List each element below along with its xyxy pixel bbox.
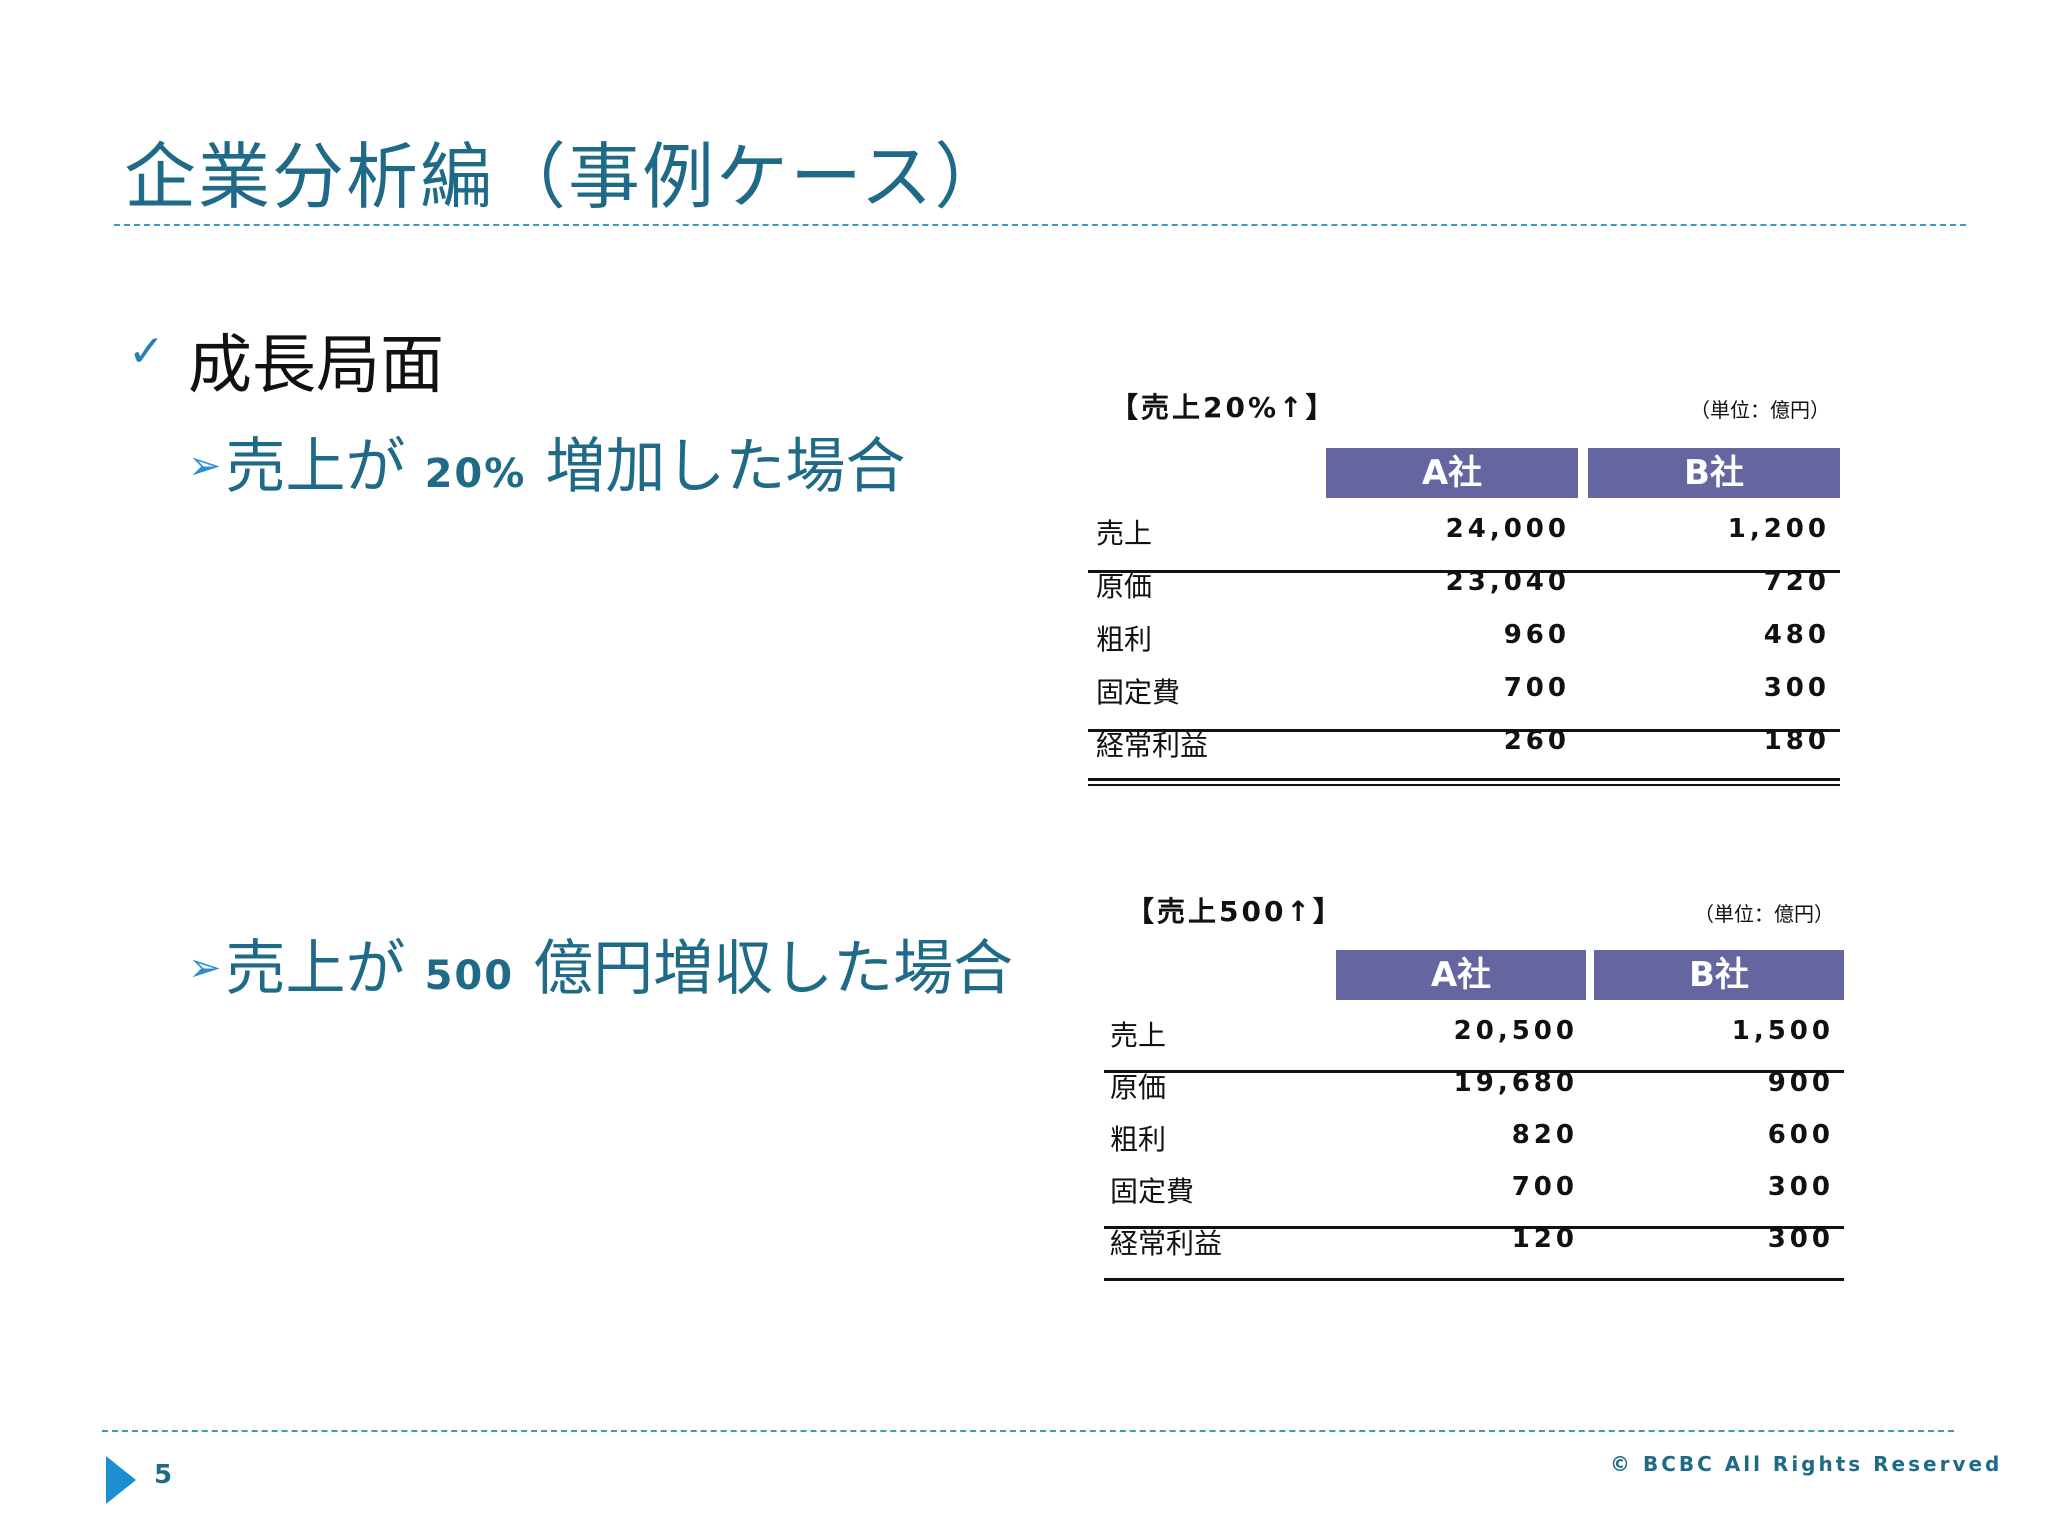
table1-cell-b: 300: [1763, 673, 1830, 703]
table2-cell-b: 1,500: [1731, 1016, 1834, 1046]
table1-rule: [1088, 784, 1840, 786]
table1-cell-b: 720: [1763, 567, 1830, 597]
table1-row-label: 売上: [1096, 517, 1153, 550]
table1-rule: [1088, 570, 1840, 573]
table2-cell-b: 900: [1767, 1068, 1834, 1098]
page-number: 5: [154, 1460, 173, 1490]
table1-rule: [1088, 729, 1840, 732]
sub-bullet-1: ➢売上が 20% 増加した場合: [188, 418, 905, 505]
table1-title: 【売上20%↑】: [1110, 391, 1337, 424]
table2-rule: [1104, 1226, 1844, 1229]
sub2-suffix: 億円増収した場合: [533, 934, 1014, 1004]
table2-cell-b: 600: [1767, 1120, 1834, 1150]
table1-cell-a: 24,000: [1445, 514, 1570, 544]
table1-row-label: 経常利益: [1096, 729, 1209, 762]
table1-cell-b: 1,200: [1727, 514, 1830, 544]
title-divider: [114, 224, 1966, 226]
sub2-prefix: 売上が: [225, 934, 406, 1004]
table1-cell-a: 700: [1503, 673, 1570, 703]
table1-row-label: 原価: [1096, 570, 1153, 603]
table1-cell-a: 23,040: [1445, 567, 1570, 597]
table2-header-b: B社: [1594, 950, 1844, 1000]
sub-bullet-2: ➢売上が 500 億円増収した場合: [188, 920, 1013, 1007]
table2-title: 【売上500↑】: [1126, 895, 1344, 928]
sub1-prefix: 売上が: [225, 432, 406, 502]
table2-unit: （単位：億円）: [1694, 902, 1834, 926]
play-triangle-icon: [106, 1456, 136, 1504]
footer-divider: [102, 1430, 1954, 1432]
table2-cell-b: 300: [1767, 1172, 1834, 1202]
table1-cell-b: 180: [1763, 726, 1830, 756]
copyright-text: © BCBC All Rights Reserved: [1610, 1452, 2003, 1476]
table2-cell-a: 20,500: [1453, 1016, 1578, 1046]
table2-row-label: 経常利益: [1110, 1227, 1223, 1260]
sub2-num: 500: [424, 953, 515, 999]
table1-cell-a: 260: [1503, 726, 1570, 756]
bullet-heading: 成長局面: [188, 329, 444, 403]
table1-cell-b: 480: [1763, 620, 1830, 650]
slide-title: 企業分析編（事例ケース）: [124, 135, 1009, 219]
table2-row-label: 粗利: [1110, 1123, 1167, 1156]
table2-cell-a: 120: [1511, 1224, 1578, 1254]
table1-header-b: B社: [1588, 448, 1840, 498]
arrowhead-icon: ➢: [188, 945, 222, 991]
sub1-num: 20%: [424, 451, 527, 497]
table1-row-label: 粗利: [1096, 623, 1153, 656]
table2-cell-b: 300: [1767, 1224, 1834, 1254]
table2-rule: [1104, 1070, 1844, 1073]
checkmark-icon: ✓: [128, 326, 165, 377]
table2-row-label: 原価: [1110, 1071, 1167, 1104]
table2-cell-a: 820: [1511, 1120, 1578, 1150]
table2-row-label: 固定費: [1110, 1175, 1195, 1208]
table2-header-a: A社: [1336, 950, 1586, 1000]
table1-rule: [1088, 778, 1840, 781]
sub1-suffix: 増加した場合: [545, 432, 906, 502]
table2-cell-a: 700: [1511, 1172, 1578, 1202]
table1-header-a: A社: [1326, 448, 1578, 498]
arrowhead-icon: ➢: [188, 443, 222, 489]
table1-cell-a: 960: [1503, 620, 1570, 650]
table2-rule: [1104, 1278, 1844, 1281]
table2-row-label: 売上: [1110, 1019, 1167, 1052]
table1-unit: （単位：億円）: [1690, 398, 1830, 422]
table1-row-label: 固定費: [1096, 676, 1181, 709]
table2-cell-a: 19,680: [1453, 1068, 1578, 1098]
